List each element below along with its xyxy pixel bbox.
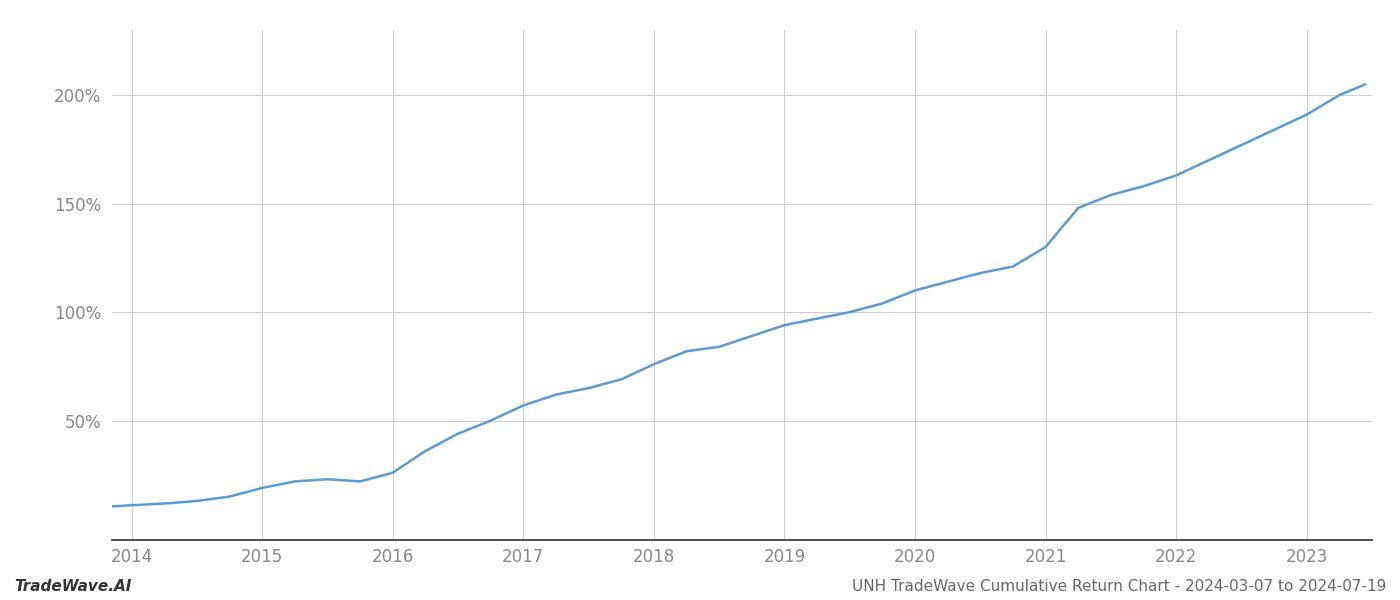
Text: UNH TradeWave Cumulative Return Chart - 2024-03-07 to 2024-07-19: UNH TradeWave Cumulative Return Chart - … (851, 579, 1386, 594)
Text: TradeWave.AI: TradeWave.AI (14, 579, 132, 594)
